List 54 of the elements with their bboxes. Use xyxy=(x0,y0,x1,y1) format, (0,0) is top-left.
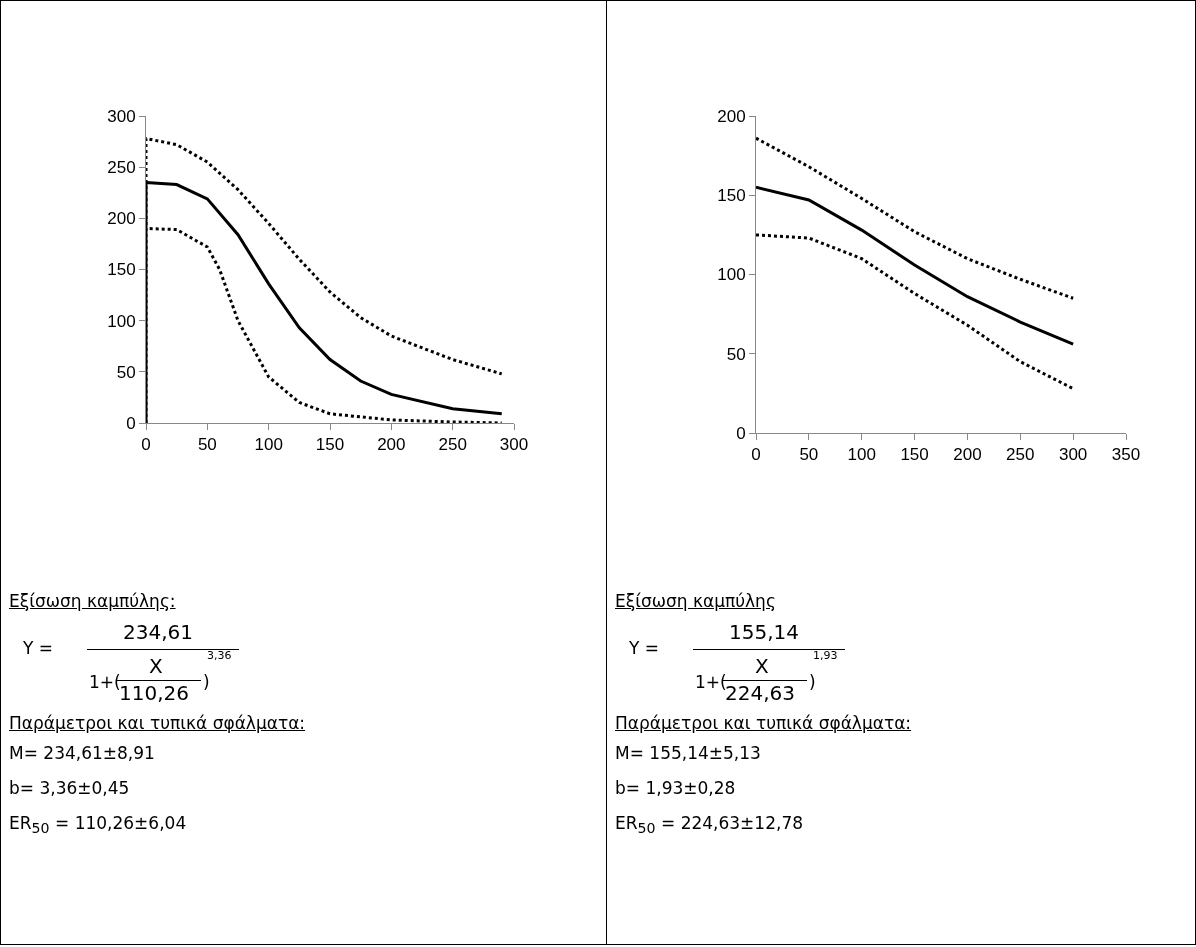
text: ER$_{50}$ = 224,63±12,78 xyxy=(615,813,804,837)
text: ) xyxy=(203,672,210,692)
line-series xyxy=(756,185,1075,346)
y-tick-label: 50 xyxy=(116,362,136,382)
text: 224,63 xyxy=(725,681,795,705)
text: Εξίσωση καμπύλης xyxy=(615,591,776,611)
y-tick-label: 300 xyxy=(107,106,136,126)
text: M= 155,14±5,13 xyxy=(615,743,761,763)
text: Y = xyxy=(23,638,54,658)
x-tick-label: 150 xyxy=(900,445,929,465)
text: ER$_{50}$ = 110,26±6,04 xyxy=(9,813,187,837)
x-tick-label: 300 xyxy=(1058,445,1088,465)
text: Παράμετροι και τυπικά σφάλματα: xyxy=(9,713,306,733)
y-tick-label: 250 xyxy=(107,158,136,178)
x-tick-label: 200 xyxy=(953,445,982,465)
text: M= 234,61±8,91 xyxy=(9,743,155,763)
x-tick-label: 100 xyxy=(254,435,283,455)
y-tick-label: 200 xyxy=(107,209,136,229)
x-tick-label: 50 xyxy=(197,435,217,455)
text: 3,36 xyxy=(207,649,232,662)
text: 1+( xyxy=(89,672,121,692)
y-tick-label: 200 xyxy=(717,106,746,126)
y-tick-label: 0 xyxy=(126,413,136,433)
y-tick-label: 150 xyxy=(717,186,746,206)
text: 110,26 xyxy=(119,681,189,705)
line-series xyxy=(148,227,504,423)
text: Εξίσωση καμπύλης: xyxy=(9,591,176,611)
x-tick-label: 0 xyxy=(751,445,761,465)
x-tick-label: 300 xyxy=(499,435,529,455)
x-tick-label: 350 xyxy=(1111,445,1141,465)
text: b= 1,93±0,28 xyxy=(615,778,736,798)
text: 1,93 xyxy=(813,649,838,662)
text: Y = xyxy=(629,638,660,658)
x-tick-label: 150 xyxy=(315,435,345,455)
text: b= 3,36±0,45 xyxy=(9,778,130,798)
x-tick-label: 50 xyxy=(799,445,819,465)
x-tick-label: 200 xyxy=(377,435,406,455)
y-tick-label: 50 xyxy=(726,344,746,364)
x-tick-label: 100 xyxy=(847,445,876,465)
line-series xyxy=(756,233,1075,391)
text: Παράμετροι και τυπικά σφάλματα: xyxy=(615,713,912,733)
text: X xyxy=(149,654,163,678)
x-tick-label: 0 xyxy=(141,435,151,455)
y-tick-label: 100 xyxy=(717,265,746,285)
x-tick-label: 250 xyxy=(438,435,467,455)
y-tick-label: 150 xyxy=(107,260,136,280)
line-series xyxy=(756,136,1075,300)
text: ) xyxy=(809,672,816,692)
y-tick-label: 100 xyxy=(107,311,136,331)
text: 1+( xyxy=(695,672,727,692)
text: 234,61 xyxy=(123,620,193,644)
text: 155,14 xyxy=(729,620,799,644)
x-tick-label: 250 xyxy=(1006,445,1035,465)
text: X xyxy=(755,654,769,678)
